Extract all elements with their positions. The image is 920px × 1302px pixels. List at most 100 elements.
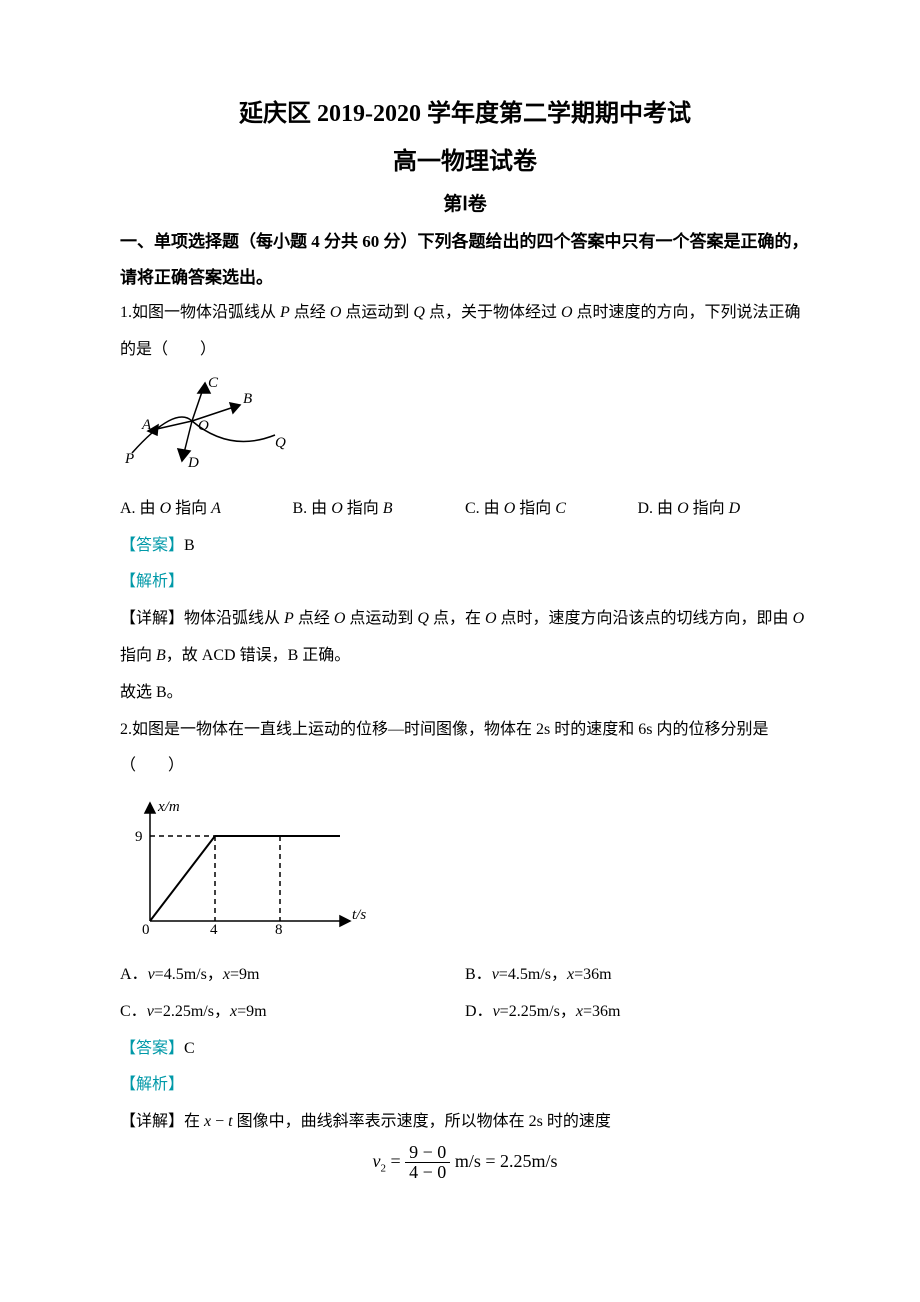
q2-ylabel: x/m xyxy=(157,799,180,815)
q2-xlabel: t/s xyxy=(352,907,366,923)
q2B-v: v xyxy=(492,966,499,983)
q1-options: A. 由 O 指向 A B. 由 O 指向 B C. 由 O 指向 C D. 由… xyxy=(120,491,810,528)
q2C-end: =9m xyxy=(237,1003,266,1020)
q1-mid1: 点经 xyxy=(290,304,330,321)
q1-D-tgt: D xyxy=(729,500,741,517)
page-title-sub: 高一物理试卷 xyxy=(120,138,810,186)
q2-opt-A: A．v=4.5m/s，x=9m xyxy=(120,957,465,994)
q2-ytick-9: 9 xyxy=(135,829,143,845)
q1-A-pre: A. 由 xyxy=(120,500,160,517)
q1-C-pre: C. 由 xyxy=(465,500,504,517)
q1-diag-O: O xyxy=(198,418,209,434)
q1-P: P xyxy=(280,304,290,321)
q1-diag-A: A xyxy=(141,417,152,433)
q1-dQ: Q xyxy=(417,610,429,627)
q2-opt-C: C．v=2.25m/s，x=9m xyxy=(120,994,465,1031)
q1-analysis-label: 【解析】 xyxy=(120,564,810,601)
page-title-juan: 第Ⅰ卷 xyxy=(120,186,810,224)
q2-d2: 图像中，曲线斜率表示速度，所以物体在 2s 时的速度 xyxy=(233,1113,611,1130)
q2-opt-D: D．v=2.25m/s，x=36m xyxy=(465,994,810,1031)
q2D-v: v xyxy=(493,1003,500,1020)
q1-B-tgt: B xyxy=(383,500,393,517)
q1-C-tgt: C xyxy=(555,500,566,517)
q1-stem: 1.如图一物体沿弧线从 P 点经 O 点运动到 Q 点，关于物体经过 O 点时速… xyxy=(120,295,810,369)
q2D-x: x xyxy=(576,1003,583,1020)
q2C-x: x xyxy=(230,1003,237,1020)
q2C-v: v xyxy=(147,1003,154,1020)
q2-answer-label: 【答案】 xyxy=(120,1040,184,1057)
q1-d5: 点时，速度方向沿该点的切线方向，即由 xyxy=(497,610,793,627)
q2D-rest: =2.25m/s， xyxy=(500,1003,576,1020)
q1-dO2: O xyxy=(485,610,497,627)
q1-dO: O xyxy=(334,610,346,627)
q2D-pre: D． xyxy=(465,1003,493,1020)
q2-xt-dash: − xyxy=(211,1113,228,1130)
q2-answer-val: C xyxy=(184,1040,195,1057)
q1-D-O: O xyxy=(677,500,689,517)
q2B-end: =36m xyxy=(574,966,611,983)
q2C-pre: C． xyxy=(120,1003,147,1020)
q1-B-mid: 指向 xyxy=(343,500,383,517)
q2-graph: x/m t/s 9 0 4 8 xyxy=(120,791,810,951)
q1-diag-D: D xyxy=(187,455,199,470)
q1-diag-Q: Q xyxy=(275,435,286,451)
q2-options: A．v=4.5m/s，x=9m B．v=4.5m/s，x=36m C．v=2.2… xyxy=(120,957,810,1031)
q2-answer: 【答案】C xyxy=(120,1031,810,1068)
q2-f-num: 9 − 0 xyxy=(405,1143,450,1164)
q2-xtick-0: 0 xyxy=(142,922,150,936)
q2-frac: 9 − 04 − 0 xyxy=(405,1143,450,1184)
q2-d1: 在 xyxy=(184,1113,204,1130)
q2-stem: 2.如图是一物体在一直线上运动的位移—时间图像，物体在 2s 时的速度和 6s … xyxy=(120,712,810,786)
q2-f-eq: = xyxy=(386,1151,405,1171)
q2-formula: v2 = 9 − 04 − 0 m/s = 2.25m/s xyxy=(120,1141,810,1183)
q1-B-O: O xyxy=(331,500,343,517)
q1-mid3: 点，关于物体经过 xyxy=(425,304,561,321)
q1-O2: O xyxy=(561,304,573,321)
q1-opt-B: B. 由 O 指向 B xyxy=(293,491,466,528)
q2A-v: v xyxy=(148,966,155,983)
q2-xtick-8: 8 xyxy=(275,922,283,936)
q2A-x: x xyxy=(223,966,230,983)
q1-stem-pre: 1.如图一物体沿弧线从 xyxy=(120,304,280,321)
page-title-main: 延庆区 2019-2020 学年度第二学期期中考试 xyxy=(120,90,810,138)
q1-detail-conclude: 故选 B。 xyxy=(120,675,810,712)
q1-Q: Q xyxy=(413,304,425,321)
q2-detail-label: 【详解】 xyxy=(120,1113,184,1130)
section-heading: 一、单项选择题（每小题 4 分共 60 分）下列各题给出的四个答案中只有一个答案… xyxy=(120,224,810,295)
q1-A-mid: 指向 xyxy=(171,500,211,517)
q1-dB: B xyxy=(156,647,166,664)
q1-opt-D: D. 由 O 指向 D xyxy=(638,491,811,528)
q2B-x: x xyxy=(567,966,574,983)
q1-d1: 物体沿弧线从 xyxy=(184,610,284,627)
q1-d2: 点经 xyxy=(294,610,334,627)
q1-detail: 【详解】物体沿弧线从 P 点经 O 点运动到 Q 点，在 O 点时，速度方向沿该… xyxy=(120,601,810,675)
q1-B-pre: B. 由 xyxy=(293,500,332,517)
q1-dO3: O xyxy=(793,610,805,627)
q1-diag-C: C xyxy=(208,375,219,391)
q1-answer-val: B xyxy=(184,537,195,554)
q1-answer: 【答案】B xyxy=(120,528,810,565)
q1-detail-label: 【详解】 xyxy=(120,610,184,627)
q2-f-rhs: m/s = 2.25m/s xyxy=(450,1151,557,1171)
q2B-rest: =4.5m/s， xyxy=(499,966,567,983)
q1-diag-B: B xyxy=(243,391,252,407)
q2-detail: 【详解】在 x − t 图像中，曲线斜率表示速度，所以物体在 2s 时的速度 xyxy=(120,1104,810,1141)
q1-mid2: 点运动到 xyxy=(341,304,413,321)
q2D-end: =36m xyxy=(583,1003,620,1020)
q1-D-pre: D. 由 xyxy=(638,500,678,517)
q1-d3: 点运动到 xyxy=(345,610,417,627)
q1-C-mid: 指向 xyxy=(515,500,555,517)
q2-f-v: v xyxy=(373,1151,381,1171)
q1-A-O: O xyxy=(160,500,172,517)
q1-D-mid: 指向 xyxy=(689,500,729,517)
q1-diagram: A B C D O P Q xyxy=(120,375,810,485)
q2B-pre: B． xyxy=(465,966,492,983)
q1-dP: P xyxy=(284,610,294,627)
q1-opt-C: C. 由 O 指向 C xyxy=(465,491,638,528)
q1-d7: ，故 ACD 错误，B 正确。 xyxy=(166,647,350,664)
q2-f-den: 4 − 0 xyxy=(405,1163,450,1183)
q2-xtick-4: 4 xyxy=(210,922,218,936)
q1-answer-label: 【答案】 xyxy=(120,537,184,554)
q1-opt-A: A. 由 O 指向 A xyxy=(120,491,293,528)
q2A-pre: A． xyxy=(120,966,148,983)
